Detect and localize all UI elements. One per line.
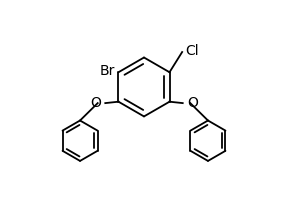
- Text: Cl: Cl: [185, 44, 199, 58]
- Text: Br: Br: [100, 64, 115, 78]
- Text: O: O: [187, 96, 198, 110]
- Text: O: O: [90, 96, 101, 110]
